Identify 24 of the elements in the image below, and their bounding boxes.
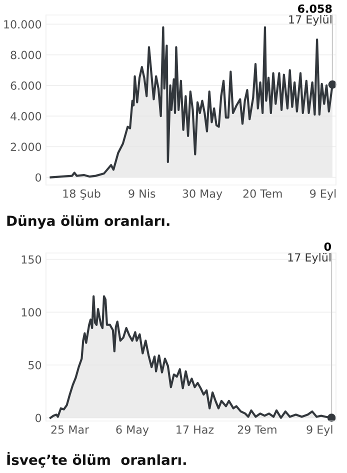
x-tick-label: 6 May — [116, 425, 149, 436]
text: Dünya ölüm oranları. — [7, 215, 170, 229]
y-tick-label: 2.000 — [10, 142, 42, 152]
y-tick-label: 6.000 — [10, 81, 42, 90]
x-tick-label: 25 Mar — [51, 425, 90, 434]
y-tick-label: 150 — [22, 255, 42, 264]
x-tick-label: 29 Tem — [238, 425, 276, 434]
annotation: 6.058 17 Eylül — [289, 4, 332, 26]
text: İsveç’te ölüm oranları. — [7, 452, 186, 468]
y-tick-label: 10.000 — [4, 20, 42, 29]
y-tick-label: 0 — [35, 414, 42, 422]
y-tick-label: 100 — [22, 308, 42, 317]
x-tick-label: 20 Tem — [243, 189, 282, 198]
x-tick-label: 18 Şub — [63, 189, 100, 200]
y-tick-label: 50 — [28, 360, 42, 370]
annotation: 0 17 Eylül — [288, 242, 332, 264]
x-tick-label: 30 May — [182, 189, 222, 200]
y-tick-label: 4.000 — [10, 112, 42, 120]
y-tick-label: 8.000 — [10, 50, 42, 60]
x-tick-label: 17 Haz — [176, 426, 214, 434]
x-tick-label: 9 Nis — [128, 189, 156, 198]
x-tick-label: 9 Eyl — [306, 425, 332, 436]
y-tick-label: 0 — [35, 173, 42, 182]
x-tick-label: 9 Eyl — [310, 189, 336, 200]
